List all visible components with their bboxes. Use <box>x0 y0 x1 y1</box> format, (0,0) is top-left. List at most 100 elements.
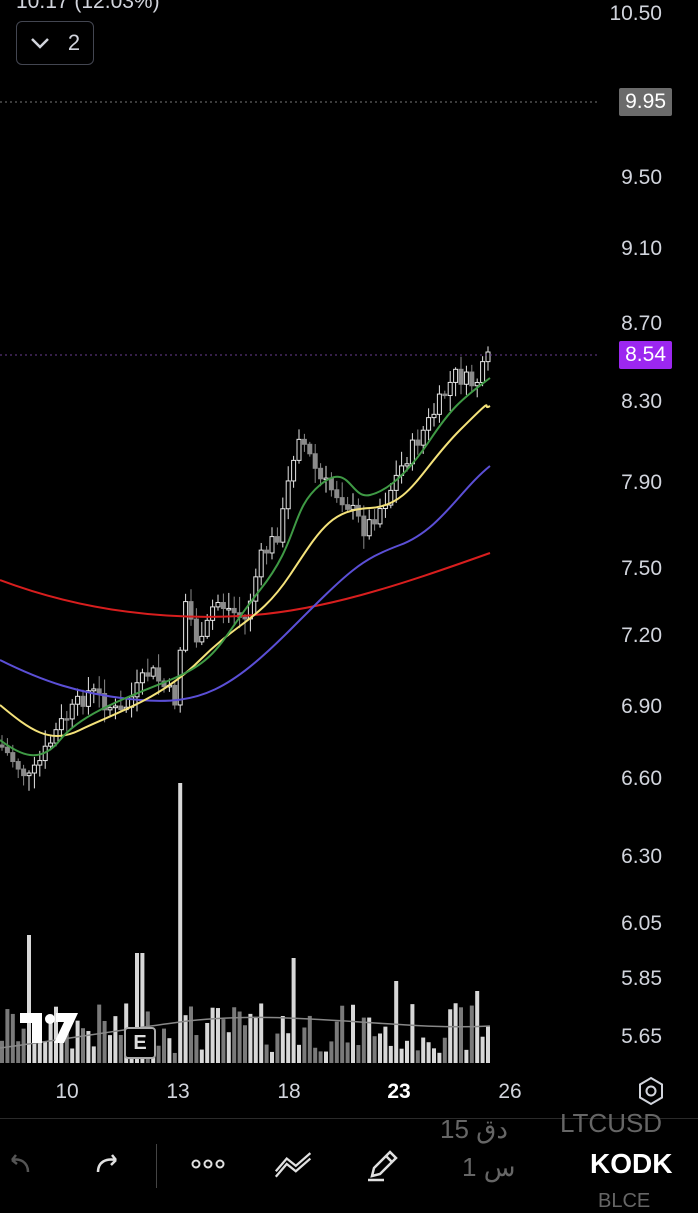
volume-bar <box>183 1015 188 1063</box>
candle-body <box>393 474 399 491</box>
candle-body <box>10 752 16 763</box>
candle-body <box>69 703 75 720</box>
candle-body <box>415 439 421 446</box>
candle-body <box>485 351 491 363</box>
candle-body <box>48 742 54 747</box>
candle-body <box>447 381 453 397</box>
volume-bar <box>102 1020 107 1063</box>
candle-body <box>280 508 286 543</box>
chart-settings-icon[interactable] <box>636 1076 666 1106</box>
collapse-indicators-button[interactable]: 2 <box>16 21 94 65</box>
redo-icon[interactable] <box>86 1144 126 1184</box>
volume-bar <box>108 1035 112 1063</box>
price-axis-label: 6.60 <box>621 767 662 790</box>
candle-body <box>58 718 64 731</box>
price-axis-label: 10.50 <box>609 2 662 25</box>
volume-bar <box>340 1005 345 1063</box>
volume-bar <box>399 1048 404 1063</box>
volume-bar <box>372 1036 377 1063</box>
candle-body <box>4 746 10 754</box>
candle-body <box>210 606 216 621</box>
candle-body <box>139 672 145 684</box>
moving-average-line <box>0 404 491 737</box>
price-chart[interactable] <box>0 0 698 1118</box>
candle-body <box>134 682 140 698</box>
volume-bar <box>469 1005 474 1063</box>
candle-body <box>199 635 205 643</box>
volume-bar <box>5 1009 10 1063</box>
price-axis-label: 8.30 <box>621 390 662 413</box>
symbol-name[interactable]: KODK <box>590 1148 673 1179</box>
candle-body <box>253 576 259 602</box>
ghost-interval-2: 1 س <box>462 1152 516 1182</box>
candle-body <box>85 690 91 707</box>
volume-bar <box>167 1038 172 1063</box>
candle-body <box>226 607 232 611</box>
volume-bar <box>432 1048 436 1063</box>
volume-bar <box>75 1020 80 1063</box>
price-axis-label: 7.20 <box>621 624 662 647</box>
volume-bar <box>394 981 399 1063</box>
volume-bar <box>221 1019 226 1063</box>
volume-bar <box>329 1041 334 1063</box>
candle-body <box>409 439 415 465</box>
trend-lines-icon[interactable] <box>274 1144 314 1184</box>
volume-bar <box>210 1007 215 1063</box>
candle-body <box>350 504 356 510</box>
volume-bar <box>32 1043 37 1063</box>
candle-body <box>436 393 442 415</box>
chevron-down-icon <box>30 38 49 49</box>
high-price-marker: 9.95 <box>619 88 672 116</box>
pencil-icon[interactable] <box>364 1144 404 1184</box>
candle-body <box>296 438 302 461</box>
candle-body <box>469 371 475 387</box>
candle-body <box>172 684 178 706</box>
volume-bar <box>172 1052 177 1063</box>
candle-body <box>334 489 340 499</box>
candle-body <box>285 480 291 510</box>
candle-body <box>80 695 86 707</box>
volume-bar <box>291 958 296 1063</box>
earnings-event-badge[interactable]: E <box>124 1027 156 1059</box>
candle-body <box>463 371 469 385</box>
volume-bar <box>318 1051 323 1063</box>
volume-bar <box>383 1026 388 1063</box>
price-axis-label: 6.90 <box>621 695 662 718</box>
volume-bar <box>464 1049 469 1063</box>
price-change-text: 10.17 (12.03%) <box>16 0 160 13</box>
candle-body <box>404 463 410 467</box>
volume-bar <box>280 1016 285 1063</box>
candle-body <box>91 688 97 692</box>
volume-bar <box>302 1027 307 1063</box>
volume-bar <box>237 1011 242 1063</box>
price-axis-label: 9.10 <box>621 237 662 260</box>
candle-body <box>420 429 426 446</box>
candle-body <box>426 417 432 431</box>
volume-bar <box>118 1035 123 1063</box>
volume-bar <box>43 1041 48 1063</box>
undo-icon[interactable] <box>2 1144 42 1184</box>
candle-body <box>377 508 383 525</box>
candle-body <box>269 536 275 554</box>
volume-bar <box>334 1021 339 1063</box>
volume-bar <box>486 1026 490 1063</box>
price-axis-label: 7.50 <box>621 557 662 580</box>
volume-bar <box>86 1031 91 1063</box>
volume-bar <box>270 1051 274 1063</box>
time-axis-label: 18 <box>277 1080 301 1103</box>
volume-bar <box>388 1045 393 1063</box>
volume-bar <box>421 1037 426 1063</box>
chart-area[interactable]: 10.17 (12.03%) 2 10.50 9.50 9.10 8.70 8.30 7.… <box>0 0 698 1118</box>
ghost-interval-1: 15 دق <box>440 1114 508 1144</box>
price-axis-label: 5.85 <box>621 967 662 990</box>
candle-body <box>453 368 459 383</box>
volume-bar <box>313 1047 318 1063</box>
time-axis-label: 10 <box>55 1080 79 1103</box>
price-axis-label: 5.65 <box>621 1025 662 1048</box>
volume-bar <box>442 1037 447 1063</box>
volume-average-line <box>0 1016 491 1049</box>
more-icon[interactable] <box>188 1144 228 1184</box>
candle-body <box>150 667 156 677</box>
candle-body <box>145 672 151 677</box>
candle-body <box>96 688 102 695</box>
